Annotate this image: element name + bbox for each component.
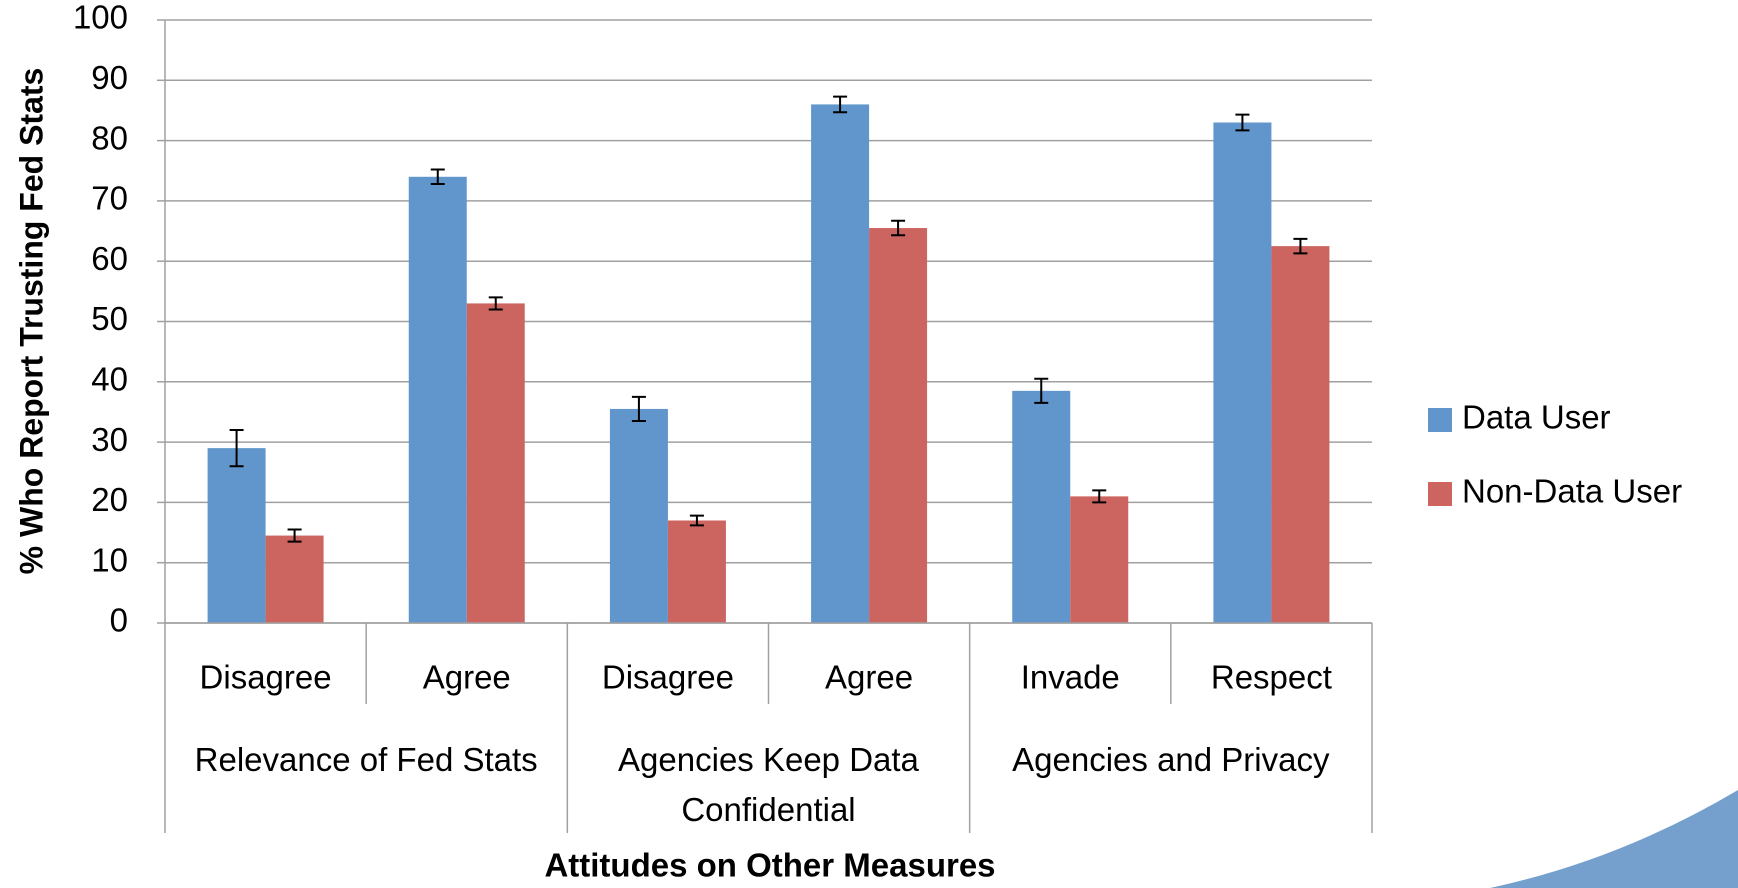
bar	[207, 448, 266, 623]
bar	[811, 104, 870, 624]
y-tick-label: 50	[91, 300, 128, 337]
y-tick-label: 100	[73, 0, 128, 36]
bar	[869, 228, 928, 623]
y-tick-label: 60	[91, 240, 128, 277]
x-tick-label: Invade	[1021, 659, 1120, 696]
y-tick-label: 0	[110, 602, 128, 639]
bar	[1012, 390, 1071, 623]
error-bar	[430, 168, 445, 186]
x-tick-label: Disagree	[200, 659, 332, 696]
bar	[1271, 246, 1330, 623]
x-tick-label: Agree	[825, 659, 913, 696]
x-tick-label: Respect	[1211, 659, 1332, 696]
bar	[265, 535, 324, 623]
bar	[609, 408, 668, 623]
y-tick-label: 90	[91, 59, 128, 96]
error-bar	[488, 296, 503, 311]
error-bar	[631, 395, 646, 422]
bar	[1070, 496, 1129, 623]
y-axis-title: % Who Report Trusting Fed Stats	[13, 68, 49, 575]
error-bar	[1293, 237, 1308, 255]
error-bar	[1034, 377, 1049, 404]
y-tick-label: 70	[91, 180, 128, 217]
error-bar	[229, 429, 244, 468]
group-label: Relevance of Fed Stats	[194, 741, 538, 778]
bar	[667, 520, 726, 623]
error-bar	[287, 528, 302, 543]
x-axis-title: Attitudes on Other Measures	[544, 847, 995, 884]
y-tick-label: 80	[91, 119, 128, 156]
legend-label: Non-Data User	[1462, 473, 1682, 510]
error-bar	[689, 514, 704, 527]
group-label: Agencies and Privacy	[1012, 741, 1330, 778]
legend-swatch	[1428, 408, 1452, 432]
y-tick-label: 10	[91, 541, 128, 578]
error-bar	[1092, 489, 1107, 504]
x-tick-label: Disagree	[602, 659, 734, 696]
y-tick-label: 20	[91, 481, 128, 518]
x-tick-label: Agree	[423, 659, 511, 696]
error-bar	[891, 219, 906, 237]
error-bar	[833, 95, 848, 114]
y-tick-label: 40	[91, 361, 128, 398]
bar	[466, 303, 525, 623]
y-tick-label: 30	[91, 421, 128, 458]
group-label: Agencies Keep Data Confidential	[618, 741, 919, 828]
legend-swatch	[1428, 482, 1452, 506]
bar	[1213, 122, 1272, 623]
legend-label: Data User	[1462, 399, 1611, 436]
corner-decoration	[1490, 790, 1738, 888]
bar	[408, 176, 467, 623]
error-bar	[1235, 113, 1250, 132]
